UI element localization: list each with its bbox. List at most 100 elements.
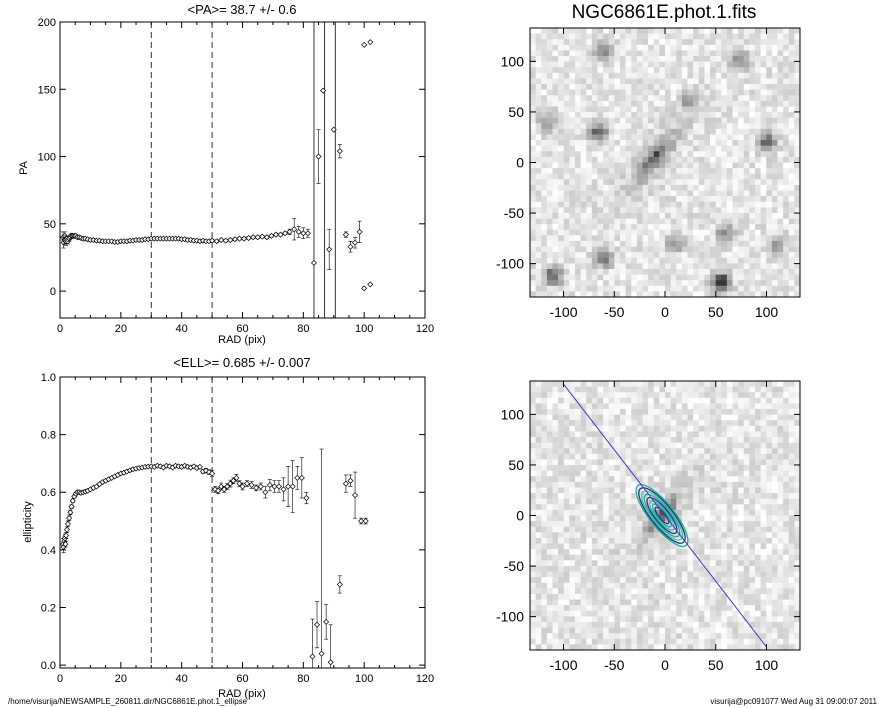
image-pixel: [681, 218, 688, 225]
image-pixel: [766, 89, 773, 96]
image-pixel: [586, 459, 593, 466]
image-pixel: [755, 28, 761, 34]
image-pixel: [783, 571, 790, 578]
image-pixel: [687, 156, 694, 163]
image-pixel: [558, 89, 565, 96]
image-pixel: [681, 235, 688, 242]
image-pixel: [625, 257, 632, 264]
image-pixel: [704, 409, 711, 415]
x-tick-label: -100: [549, 304, 577, 320]
image-pixel: [726, 493, 733, 499]
image-pixel: [586, 184, 593, 191]
image-pixel: [783, 112, 790, 118]
image-pixel: [771, 560, 778, 567]
image-pixel: [653, 246, 660, 253]
image-pixel: [732, 72, 739, 79]
image-pixel: [569, 257, 576, 264]
image-pixel: [614, 128, 621, 135]
image-pixel: [794, 207, 801, 214]
image-pixel: [743, 212, 750, 219]
image-pixel: [704, 521, 711, 528]
image-pixel: [631, 100, 638, 107]
image-pixel: [636, 409, 643, 415]
image-pixel: [546, 33, 553, 40]
image-pixel: [608, 190, 615, 197]
image-pixel: [648, 554, 655, 561]
image-pixel: [760, 397, 767, 404]
image-pixel: [603, 571, 610, 578]
image-pixel: [721, 89, 728, 96]
image-pixel: [591, 397, 598, 404]
image-pixel: [648, 72, 655, 79]
image-pixel: [653, 201, 660, 208]
image-pixel: [608, 504, 615, 511]
image-pixel: [535, 246, 542, 253]
image-pixel: [636, 521, 643, 528]
image-pixel: [732, 246, 739, 253]
image-pixel: [636, 28, 643, 34]
image-pixel: [642, 560, 649, 567]
image-pixel: [558, 44, 565, 51]
image-pixel: [558, 173, 565, 180]
image-pixel: [794, 184, 801, 191]
image-pixel: [580, 179, 587, 186]
image-pixel: [608, 151, 615, 158]
image-pixel: [648, 145, 655, 152]
image-pixel: [608, 162, 615, 169]
image-pixel: [794, 212, 801, 219]
image-pixel: [783, 173, 790, 180]
image-pixel: [771, 397, 778, 404]
image-pixel: [749, 218, 756, 225]
image-pixel: [783, 487, 790, 494]
image-pixel: [608, 106, 615, 113]
image-pixel: [749, 470, 756, 477]
image-pixel: [693, 212, 700, 219]
image-pixel: [755, 257, 761, 264]
image-pixel: [546, 179, 553, 186]
image-pixel: [659, 84, 666, 90]
image-pixel: [614, 409, 621, 415]
image-pixel: [760, 156, 767, 163]
image-pixel: [721, 526, 728, 533]
image-pixel: [535, 168, 542, 175]
image-pixel: [794, 431, 801, 438]
image-pixel: [732, 44, 739, 51]
image-pixel: [687, 246, 694, 253]
image-pixel: [546, 571, 553, 578]
image-pixel: [563, 274, 570, 281]
image-pixel: [721, 240, 728, 247]
image-pixel: [777, 196, 784, 203]
image-pixel: [738, 117, 745, 124]
image-pixel: [771, 89, 778, 96]
image-pixel: [546, 285, 553, 292]
image-pixel: [614, 39, 621, 46]
image-pixel: [777, 28, 784, 34]
image-pixel: [642, 403, 649, 410]
image-pixel: [636, 470, 643, 477]
image-pixel: [569, 476, 576, 483]
image-pixel: [777, 425, 784, 432]
image-pixel: [563, 235, 570, 242]
image-pixel: [648, 453, 655, 460]
image-pixel: [794, 487, 801, 494]
image-pixel: [625, 33, 632, 40]
image-pixel: [586, 44, 593, 51]
image-pixel: [687, 179, 694, 186]
image-pixel: [558, 156, 565, 163]
image-pixel: [749, 493, 756, 499]
image-pixel: [530, 44, 536, 51]
image-pixel: [597, 448, 604, 455]
image-pixel: [546, 476, 553, 483]
image-pixel: [743, 263, 750, 270]
image-pixel: [704, 235, 711, 242]
image-pixel: [749, 431, 756, 438]
image-pixel: [681, 67, 688, 74]
image-pixel: [777, 252, 784, 259]
image-pixel: [698, 95, 705, 102]
image-pixel: [710, 409, 716, 415]
image-pixel: [642, 39, 649, 46]
image-pixel: [676, 252, 683, 259]
image-pixel: [552, 72, 559, 79]
x-axis-label: RAD (pix): [218, 334, 266, 346]
image-pixel: [541, 414, 548, 421]
